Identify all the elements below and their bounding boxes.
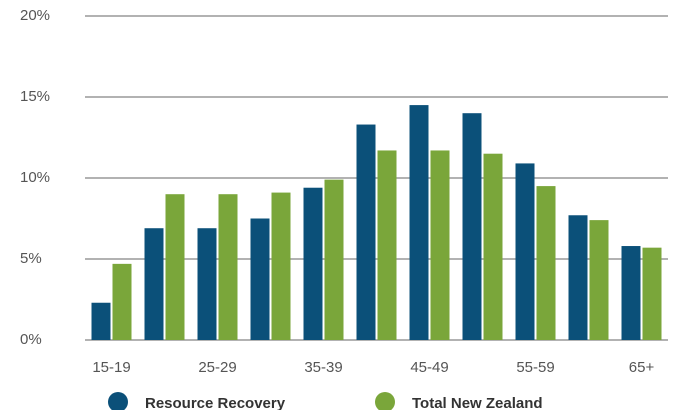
bar xyxy=(462,113,482,340)
y-tick-label: 0% xyxy=(20,331,42,348)
bar xyxy=(112,263,132,340)
legend-label: Total New Zealand xyxy=(412,395,543,410)
bar xyxy=(356,124,376,340)
bar xyxy=(430,150,450,340)
bar xyxy=(303,187,323,340)
bar xyxy=(621,246,641,340)
bar xyxy=(483,153,503,340)
x-tick-label: 25-29 xyxy=(198,359,236,376)
legend-label: Resource Recovery xyxy=(145,395,286,410)
bar xyxy=(91,302,111,340)
bar xyxy=(218,194,238,340)
bar xyxy=(515,163,535,340)
bar xyxy=(536,186,556,340)
x-tick-label: 65+ xyxy=(629,359,655,376)
bar xyxy=(197,228,217,340)
bar xyxy=(377,150,397,340)
bar xyxy=(271,192,291,340)
bar xyxy=(409,105,429,340)
bar xyxy=(144,228,164,340)
x-tick-label: 55-59 xyxy=(516,359,554,376)
x-tick-label: 35-39 xyxy=(304,359,342,376)
bar xyxy=(165,194,185,340)
bar xyxy=(324,179,344,340)
x-tick-label: 45-49 xyxy=(410,359,448,376)
y-tick-label: 10% xyxy=(20,169,50,186)
legend-swatch xyxy=(108,392,128,410)
legend-swatch xyxy=(375,392,395,410)
bar xyxy=(589,220,609,340)
y-tick-label: 5% xyxy=(20,250,42,267)
x-tick-label: 15-19 xyxy=(92,359,130,376)
bar xyxy=(568,215,588,340)
y-tick-label: 20% xyxy=(20,7,50,24)
bar xyxy=(642,247,662,340)
y-tick-label: 15% xyxy=(20,88,50,105)
bar xyxy=(250,218,270,340)
